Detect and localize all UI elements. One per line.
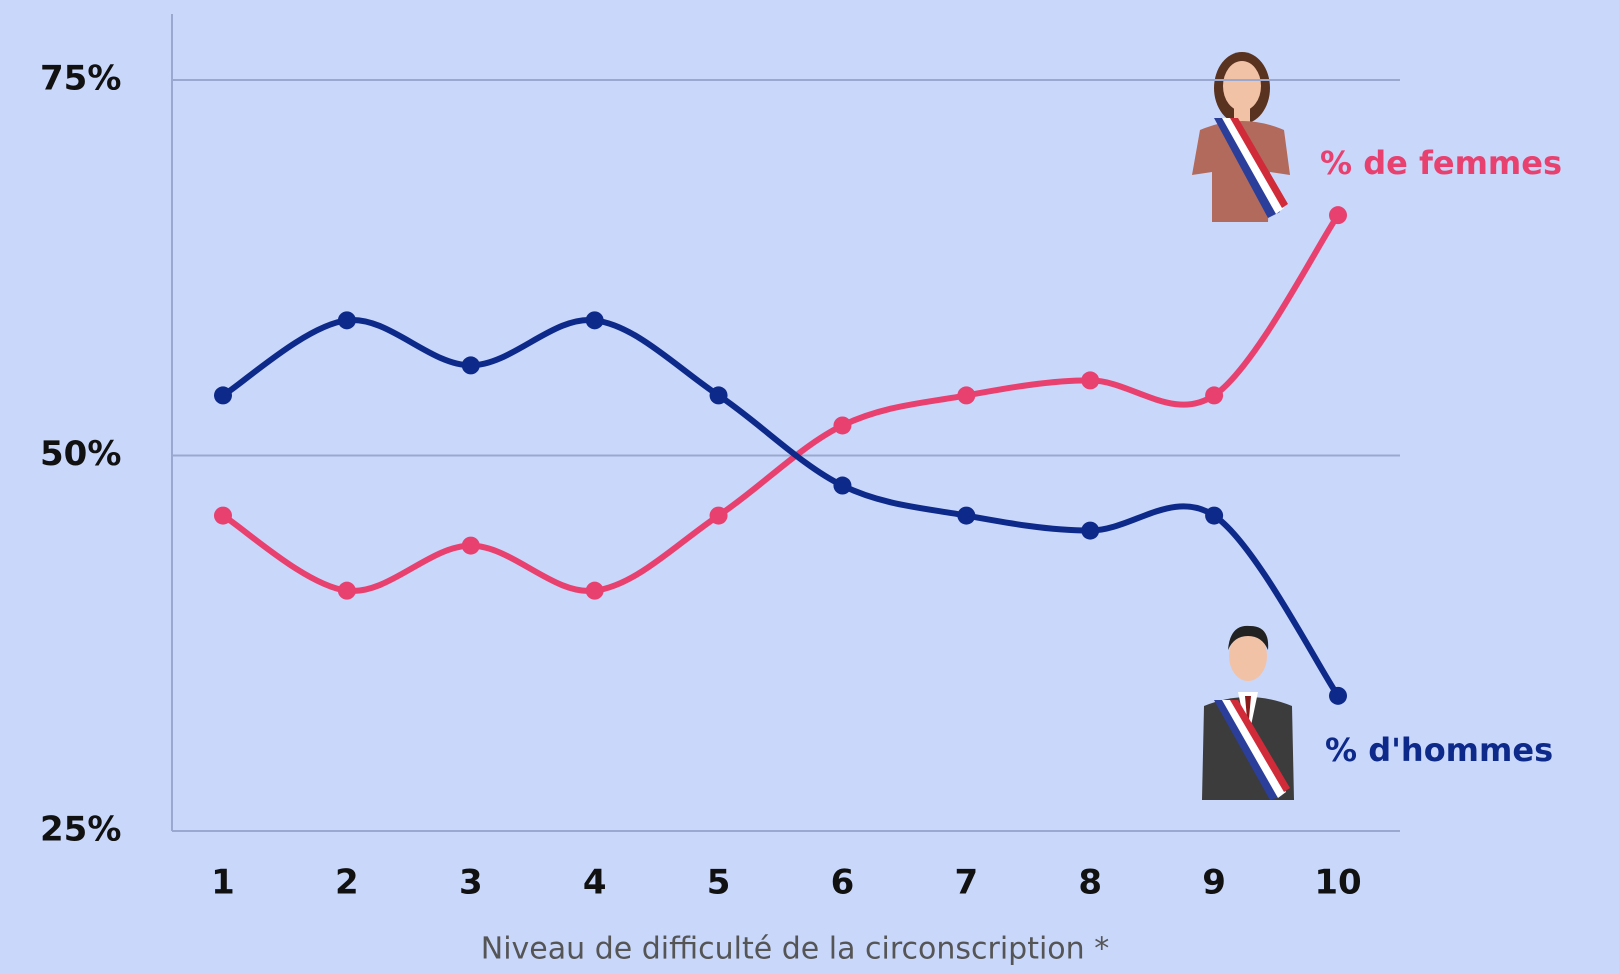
x-tick-label: 9: [1202, 863, 1226, 903]
data-point: [338, 582, 356, 600]
data-point: [1329, 687, 1347, 705]
data-point: [957, 386, 975, 404]
data-point: [338, 311, 356, 329]
data-point: [1081, 371, 1099, 389]
x-tick-label: 1: [211, 863, 235, 903]
x-tick-label: 5: [707, 863, 731, 903]
x-tick-label: 7: [954, 863, 978, 903]
y-tick-label: 50%: [40, 434, 121, 474]
data-point: [710, 507, 728, 525]
data-point: [833, 416, 851, 434]
series-label: % d'hommes: [1325, 731, 1553, 769]
data-point: [214, 386, 232, 404]
data-point: [462, 356, 480, 374]
data-point: [462, 537, 480, 555]
x-axis-title: Niveau de difficulté de la circonscripti…: [481, 932, 1109, 967]
x-tick-label: 6: [831, 863, 855, 903]
x-tick-label: 4: [583, 863, 607, 903]
x-tick-label: 10: [1314, 863, 1361, 903]
data-point: [957, 507, 975, 525]
data-point: [1205, 386, 1223, 404]
x-tick-label: 8: [1078, 863, 1102, 903]
data-point: [214, 507, 232, 525]
y-tick-label: 25%: [40, 810, 121, 850]
series-label: % de femmes: [1320, 144, 1562, 182]
x-tick-label: 3: [459, 863, 483, 903]
page: Niveau de difficulté de la circonscripti…: [0, 0, 1619, 974]
y-tick-label: 75%: [40, 59, 121, 99]
data-point: [1081, 522, 1099, 540]
data-point: [833, 477, 851, 495]
data-point: [1329, 206, 1347, 224]
x-tick-label: 2: [335, 863, 359, 903]
data-point: [586, 582, 604, 600]
chart: Niveau de difficulté de la circonscripti…: [0, 0, 1619, 974]
data-point: [710, 386, 728, 404]
data-point: [586, 311, 604, 329]
data-point: [1205, 507, 1223, 525]
